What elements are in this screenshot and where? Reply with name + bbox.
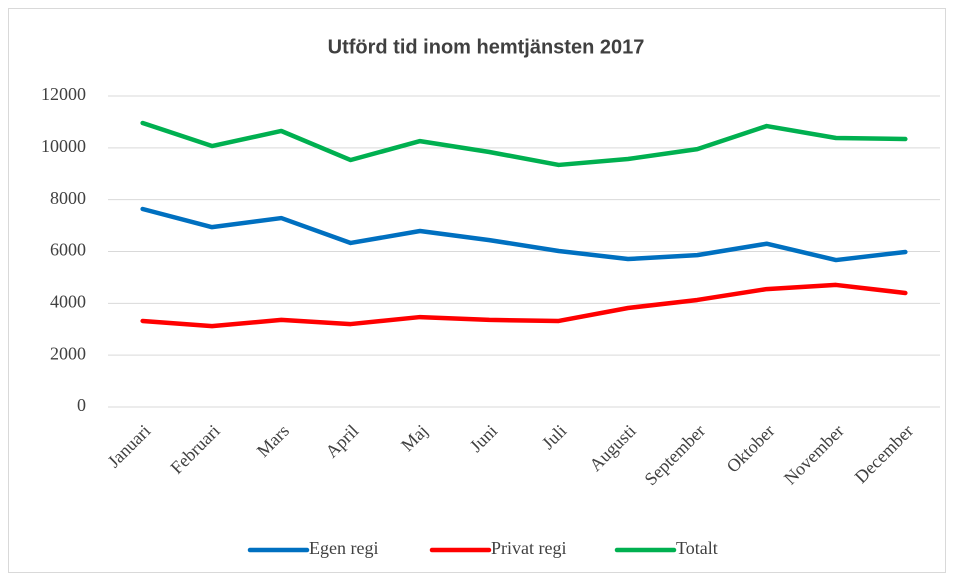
y-tick-label: 10000	[41, 136, 86, 156]
series-line	[140, 282, 908, 329]
y-tick-label: 4000	[50, 291, 86, 311]
y-tick-label: 8000	[50, 188, 86, 208]
series-line	[140, 206, 908, 263]
y-tick-label: 12000	[41, 84, 86, 104]
legend-label: Privat regi	[491, 538, 566, 558]
chart-frame	[8, 8, 946, 573]
y-tick-label: 0	[77, 395, 86, 415]
series-line	[140, 120, 908, 168]
y-tick-label: 6000	[50, 240, 86, 260]
legend-label: Egen regi	[309, 538, 378, 558]
y-tick-label: 2000	[50, 343, 86, 363]
legend-label: Totalt	[676, 538, 718, 558]
chart-title: Utförd tid inom hemtjänsten 2017	[328, 36, 645, 58]
